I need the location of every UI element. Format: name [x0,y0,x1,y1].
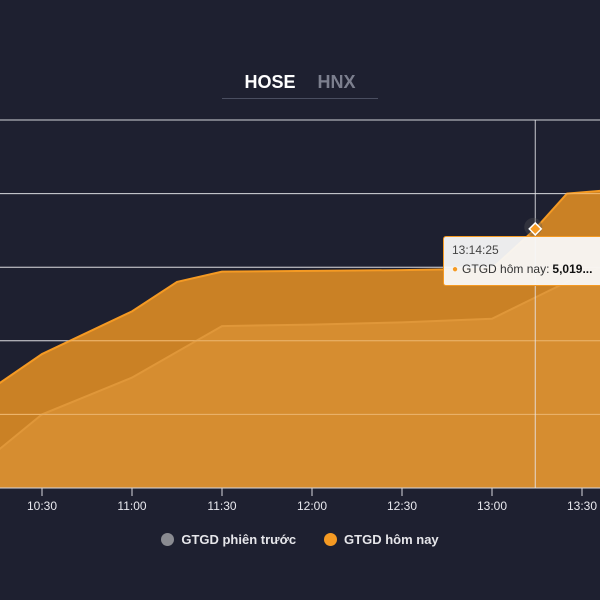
x-tick-label: 13:30 [567,499,597,513]
hover-marker [528,221,543,236]
tooltip-row: ● GTGD hôm nay: 5,019... [452,262,593,276]
chart-series [0,119,600,488]
x-tick-label: 11:00 [117,499,146,513]
legend-label-today: GTGD hôm nay [344,532,439,547]
tab-hnx[interactable]: HNX [317,72,356,92]
x-tick-label: 12:00 [297,499,327,513]
tooltip-series-label: GTGD hôm nay [462,262,547,276]
legend-label-previous: GTGD phiên trước [181,532,297,547]
legend-item-today[interactable]: GTGD hôm nay [324,532,439,547]
x-tick-label: 12:30 [387,499,417,513]
x-axis: 10:30 11:00 11:30 12:00 12:30 13:00 13:30 [0,487,600,513]
x-tick-label: 13:00 [477,499,507,513]
tab-hose[interactable]: HOSE [244,72,296,92]
crosshair [524,120,543,488]
legend-dot-icon [161,533,175,546]
x-tick-label: 10:30 [27,499,57,513]
series-area-1 [0,190,600,488]
chart-tooltip: 13:14:25 ● GTGD hôm nay: 5,019... [443,236,600,286]
tooltip-time: 13:14:25 [452,243,499,257]
legend-item-previous[interactable]: GTGD phiên trước [161,532,296,547]
x-tick-label: 11:30 [207,499,236,513]
tooltip-bullet-icon: ● [452,263,459,275]
exchange-tabs: HOSE HNX [222,70,378,99]
series-line-1 [0,189,600,385]
tooltip-value: 5,019... [552,262,593,276]
legend-dot-icon [324,533,338,546]
chart-legend: GTGD phiên trước GTGD hôm nay [0,532,600,547]
